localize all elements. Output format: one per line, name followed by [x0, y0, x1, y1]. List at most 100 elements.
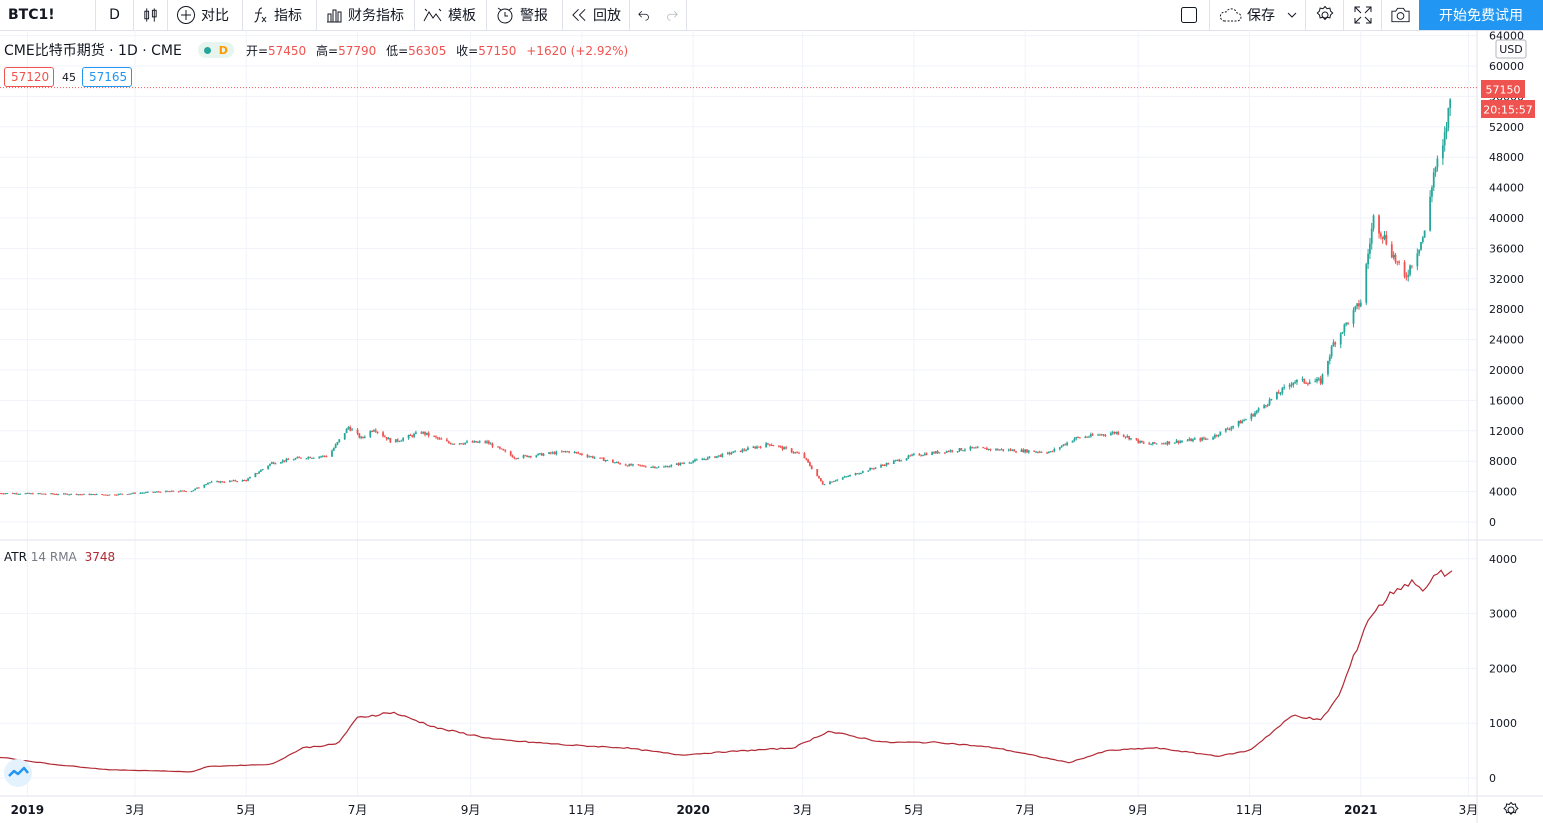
- interval-button[interactable]: D: [96, 0, 134, 30]
- candle-body: [272, 462, 275, 464]
- chart-style-button[interactable]: [134, 0, 168, 30]
- candle-body: [867, 470, 870, 472]
- spread-value: 45: [62, 70, 76, 84]
- candle-body: [106, 494, 109, 496]
- candle-body: [1434, 167, 1437, 173]
- candle-body: [453, 443, 456, 445]
- indicators-button[interactable]: 指标: [243, 0, 317, 30]
- candle-body: [502, 449, 505, 451]
- candle-body: [1046, 452, 1048, 454]
- candle-body: [1265, 405, 1267, 407]
- candle-body: [1347, 322, 1349, 324]
- candle-body: [666, 466, 669, 468]
- candle-body: [683, 463, 685, 465]
- candle-body: [734, 450, 737, 452]
- save-button[interactable]: 保存: [1209, 0, 1305, 30]
- candle-body: [730, 453, 733, 455]
- candle-body: [1358, 303, 1360, 307]
- candle-body: [1306, 383, 1309, 385]
- price-tick-label: 8000: [1489, 455, 1517, 468]
- templates-button[interactable]: 模板: [415, 0, 487, 30]
- candle-body: [145, 492, 147, 494]
- candle-body: [1104, 434, 1107, 436]
- candle-body: [104, 494, 107, 496]
- candle-body: [1126, 436, 1129, 438]
- buy-price-button[interactable]: 57165: [82, 67, 132, 87]
- atr-axis[interactable]: 4000 3000 2000 1000 0: [1489, 553, 1517, 785]
- candle-body: [1365, 264, 1368, 303]
- candle-body: [245, 480, 248, 482]
- candle-body: [1033, 450, 1036, 452]
- camera-icon: [1391, 7, 1410, 23]
- redo-button[interactable]: [658, 0, 687, 30]
- candle-body: [413, 433, 415, 437]
- symbol-label: BTC1!: [8, 7, 55, 23]
- candle-body: [632, 464, 634, 466]
- free-trial-button[interactable]: 开始免费试用: [1419, 0, 1543, 30]
- candle-body: [321, 455, 324, 457]
- fullscreen-button[interactable]: [1343, 0, 1381, 30]
- candle-body: [1064, 444, 1067, 446]
- candle-body: [706, 457, 709, 460]
- candle-body: [119, 493, 122, 495]
- candle-body: [259, 469, 262, 472]
- time-tick-label: 2019: [11, 803, 44, 817]
- price-axis[interactable]: 6400060000560005200048000440004000036000…: [1489, 30, 1524, 529]
- chart-canvas[interactable]: 6400060000560005200048000440004000036000…: [0, 30, 1543, 823]
- candle-body: [411, 435, 414, 437]
- market-status-badge[interactable]: D: [197, 42, 234, 58]
- undo-button[interactable]: [630, 0, 658, 30]
- sell-price-button[interactable]: 57120: [4, 67, 54, 87]
- layout-button[interactable]: [1169, 0, 1209, 30]
- snapshot-button[interactable]: [1381, 0, 1419, 30]
- candle-body: [1102, 434, 1105, 436]
- candle-body: [995, 448, 997, 450]
- financials-button[interactable]: 财务指标: [317, 0, 415, 30]
- currency-tag[interactable]: [1495, 39, 1527, 59]
- atr-legend[interactable]: ATR 14 RMA 3748: [4, 550, 115, 564]
- price-tick-label: 40000: [1489, 212, 1524, 225]
- candle-body: [681, 462, 684, 464]
- symbol-legend[interactable]: CME比特币期货 · 1D · CME D 开=57450 高=57790 低=…: [4, 40, 634, 60]
- interval-label: D: [109, 7, 120, 23]
- price-tick-label: 28000: [1489, 303, 1524, 316]
- candle-body: [13, 493, 16, 495]
- candle-body: [898, 459, 901, 462]
- candle-body: [194, 488, 197, 491]
- candle-body: [6, 493, 9, 495]
- price-tick-label: 48000: [1489, 151, 1524, 164]
- time-axis[interactable]: 2019 3月 5月 7月 9月 11月 2020 3月 5月 7月 9月 11月 2021 3月: [11, 803, 1479, 817]
- candle-body: [612, 459, 614, 463]
- candle-body: [1062, 444, 1065, 446]
- candle-body: [1212, 437, 1214, 440]
- candle-body: [170, 490, 173, 492]
- candle-body: [985, 448, 988, 450]
- atr-tick-label: 4000: [1489, 553, 1517, 566]
- time-axis-settings-icon[interactable]: [1503, 801, 1519, 816]
- candle-body: [922, 455, 924, 457]
- alert-button[interactable]: 警报: [487, 0, 563, 30]
- candle-body: [254, 473, 257, 478]
- candle-body: [880, 464, 882, 468]
- price-tick-label: 16000: [1489, 394, 1524, 407]
- candle-body: [1252, 414, 1255, 417]
- candle-body: [1060, 445, 1063, 448]
- candle-body: [486, 441, 488, 443]
- tradingview-logo[interactable]: [4, 759, 32, 787]
- candle-body: [1219, 431, 1222, 436]
- price-tick-label: 36000: [1489, 242, 1524, 255]
- candle-body: [843, 476, 846, 478]
- candle-body: [746, 447, 749, 451]
- candle-body: [883, 465, 886, 467]
- replay-label: 回放: [593, 8, 621, 24]
- settings-button[interactable]: [1305, 0, 1343, 30]
- atr-tick-label: 0: [1489, 772, 1496, 785]
- candle-body: [1053, 449, 1056, 452]
- replay-button[interactable]: 回放: [563, 0, 630, 30]
- candle-body: [537, 453, 540, 456]
- candle-body: [1179, 441, 1182, 443]
- grid: [0, 30, 1477, 796]
- candle-body: [1139, 440, 1141, 443]
- symbol-search-button[interactable]: BTC1!: [0, 0, 96, 30]
- compare-button[interactable]: 对比: [168, 0, 243, 30]
